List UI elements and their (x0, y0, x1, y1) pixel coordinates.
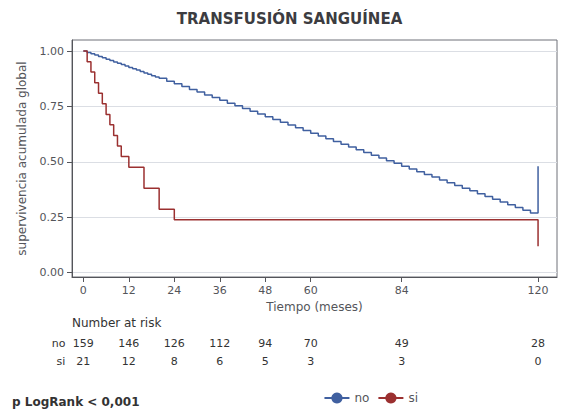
svg-text:0.00: 0.00 (40, 266, 65, 279)
svg-text:p LogRank < 0,001: p LogRank < 0,001 (12, 395, 139, 409)
svg-text:60: 60 (304, 284, 318, 297)
svg-text:Number at risk: Number at risk (72, 316, 161, 330)
svg-text:36: 36 (213, 284, 227, 297)
svg-text:24: 24 (167, 284, 181, 297)
svg-text:28: 28 (531, 337, 545, 350)
svg-text:0.25: 0.25 (40, 211, 65, 224)
svg-text:TRANSFUSIÓN SANGUÍNEA: TRANSFUSIÓN SANGUÍNEA (177, 9, 403, 28)
svg-text:49: 49 (395, 337, 409, 350)
svg-text:120: 120 (528, 284, 549, 297)
svg-text:0: 0 (80, 284, 87, 297)
svg-text:112: 112 (209, 337, 230, 350)
svg-text:48: 48 (258, 284, 272, 297)
svg-text:3: 3 (398, 355, 405, 368)
svg-text:12: 12 (122, 355, 136, 368)
svg-text:si: si (57, 355, 66, 368)
svg-text:146: 146 (118, 337, 139, 350)
svg-text:6: 6 (216, 355, 223, 368)
svg-text:supervivencia acumulada global: supervivencia acumulada global (15, 61, 29, 255)
svg-text:5: 5 (262, 355, 269, 368)
svg-text:159: 159 (73, 337, 94, 350)
svg-text:1.00: 1.00 (40, 45, 65, 58)
svg-text:84: 84 (395, 284, 409, 297)
svg-text:126: 126 (164, 337, 185, 350)
svg-text:no: no (52, 337, 66, 350)
svg-text:70: 70 (304, 337, 318, 350)
svg-text:no: no (354, 391, 369, 405)
svg-text:0.75: 0.75 (40, 100, 65, 113)
svg-text:8: 8 (171, 355, 178, 368)
svg-text:Tiempo (meses): Tiempo (meses) (265, 300, 362, 314)
svg-text:0.50: 0.50 (40, 155, 65, 168)
svg-text:94: 94 (258, 337, 272, 350)
svg-text:3: 3 (307, 355, 314, 368)
svg-text:12: 12 (122, 284, 136, 297)
svg-text:si: si (408, 391, 418, 405)
svg-text:21: 21 (76, 355, 90, 368)
svg-text:0: 0 (535, 355, 542, 368)
